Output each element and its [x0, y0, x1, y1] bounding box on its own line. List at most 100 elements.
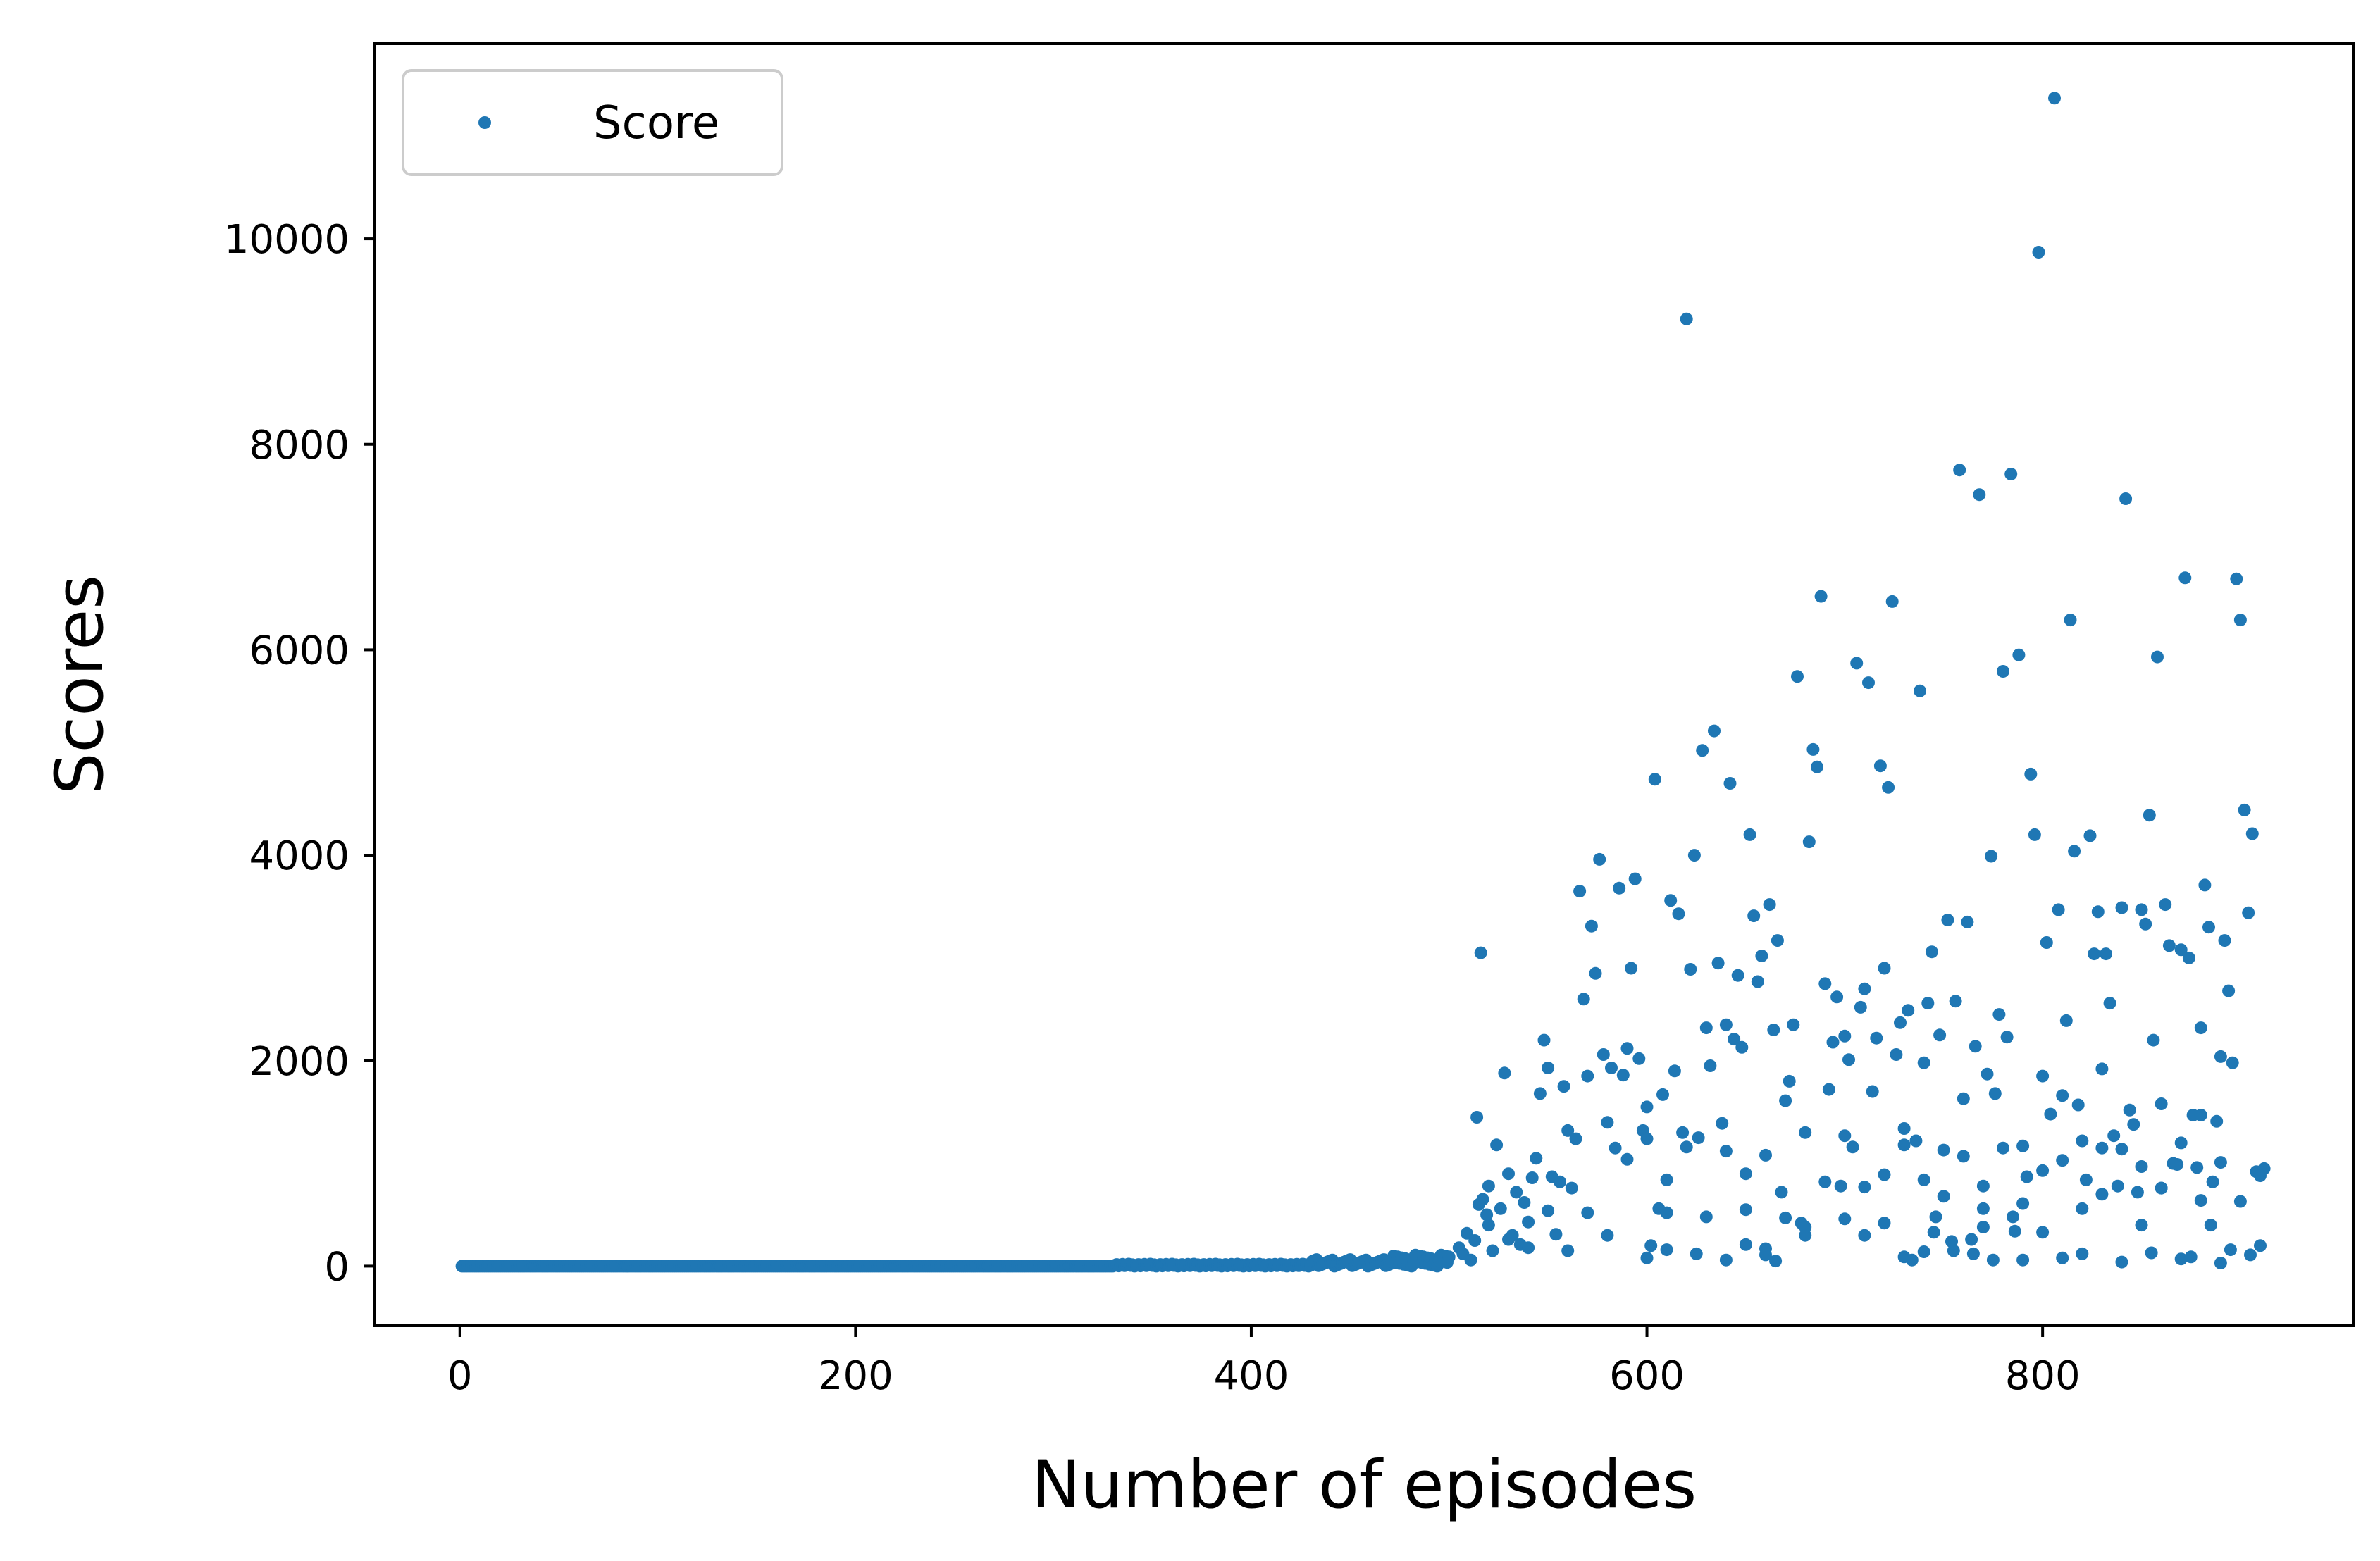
data-point [1660, 1206, 1673, 1219]
data-point [1601, 1116, 1614, 1129]
data-point [1811, 760, 1823, 773]
data-point [1862, 676, 1875, 690]
data-point [1680, 312, 1693, 325]
data-point [2107, 1129, 2121, 1143]
data-point [2119, 492, 2133, 505]
data-point [1838, 1129, 1852, 1143]
data-point [2068, 845, 2081, 858]
data-point [2095, 1062, 2109, 1076]
data-point [2222, 984, 2236, 997]
data-point [1873, 759, 1887, 773]
data-point [1897, 1138, 1911, 1152]
data-point [2242, 906, 2255, 919]
data-point [1601, 1229, 1614, 1242]
data-point [2059, 1014, 2073, 1027]
data-point [1660, 1173, 1673, 1186]
legend: Score [402, 69, 783, 176]
data-point [1917, 1056, 1930, 1069]
legend-box [402, 69, 783, 176]
data-point [1986, 1253, 2000, 1267]
data-point [1561, 1244, 1575, 1257]
data-point [1787, 1018, 1800, 1031]
data-point [1680, 1140, 1693, 1154]
data-point [1897, 1250, 1911, 1264]
data-point [1739, 1238, 1752, 1251]
data-point [2145, 1246, 2158, 1260]
data-point [1494, 1202, 1507, 1215]
data-point [1668, 1064, 1681, 1078]
data-point [1581, 1069, 1594, 1083]
data-point [2210, 1114, 2224, 1128]
data-point [2151, 650, 2164, 664]
data-point [1480, 1208, 1494, 1221]
data-point [1759, 1148, 1772, 1162]
data-point [2131, 1186, 2144, 1199]
data-point [1530, 1152, 1543, 1165]
data-point [2155, 1097, 2168, 1110]
data-point [1802, 835, 1816, 849]
data-point [2244, 1248, 2257, 1262]
data-point [2155, 1181, 2168, 1195]
data-point [1731, 969, 1744, 982]
data-point [1537, 1033, 1551, 1047]
data-point [1554, 1175, 1566, 1188]
data-point [2095, 1188, 2109, 1201]
data-point [2100, 947, 2112, 961]
data-point [1921, 997, 1935, 1010]
data-point [1997, 1141, 2009, 1155]
data-point [1468, 1234, 1482, 1247]
data-point [2147, 1033, 2160, 1047]
data-point [1858, 1181, 1871, 1194]
data-point [2091, 905, 2105, 919]
data-point [2000, 1031, 2014, 1044]
data-point [1625, 962, 1638, 975]
data-point [2032, 246, 2045, 259]
data-point [2115, 1143, 2128, 1156]
data-point [2048, 92, 2061, 105]
data-point [2214, 1257, 2227, 1269]
data-point [2135, 1160, 2148, 1173]
data-point [1830, 990, 1844, 1004]
data-point [2230, 572, 2243, 585]
data-point [2224, 1243, 2237, 1257]
data-point [1616, 1069, 1630, 1082]
data-point [1771, 934, 1784, 947]
y-tick-label: 2000 [249, 1039, 349, 1085]
data-point [2139, 917, 2152, 931]
data-point [1779, 1211, 1792, 1224]
data-point [2214, 1050, 2227, 1063]
data-point [1961, 915, 1974, 928]
data-point [1620, 1042, 1634, 1055]
data-point [2004, 468, 2018, 480]
data-point [1664, 894, 1678, 907]
data-point [1719, 1253, 1733, 1267]
data-point [1878, 1168, 1891, 1181]
data-point [1522, 1241, 1535, 1255]
data-point [1640, 1100, 1654, 1114]
data-point [2254, 1169, 2267, 1183]
data-point [2036, 1069, 2050, 1083]
data-point [2076, 1247, 2089, 1260]
data-point [1569, 1132, 1582, 1145]
data-point [2016, 1253, 2030, 1267]
data-point [2233, 614, 2247, 627]
data-point [1522, 1215, 1535, 1229]
data-point [2194, 1021, 2207, 1035]
data-point [1589, 966, 1602, 980]
data-point [1870, 1031, 1883, 1045]
data-point [2190, 1161, 2204, 1174]
data-point [1854, 1000, 1867, 1014]
data-point [1502, 1233, 1515, 1246]
data-point [1969, 1040, 1982, 1053]
data-point [1992, 1008, 2006, 1021]
data-point [1690, 1247, 1703, 1260]
data-point [1779, 1094, 1792, 1107]
data-point [2052, 903, 2065, 916]
data-point [2218, 934, 2231, 947]
y-tick-label: 0 [324, 1244, 349, 1290]
data-point [2071, 1098, 2085, 1112]
data-point [1759, 1242, 1772, 1255]
y-tick-label: 6000 [249, 628, 349, 673]
data-point [1739, 1203, 1752, 1217]
data-point [2008, 1224, 2021, 1238]
